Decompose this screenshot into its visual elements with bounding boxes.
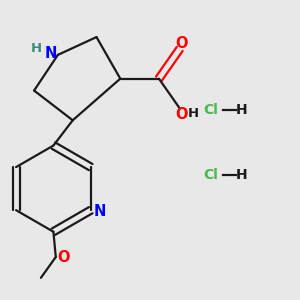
Text: Cl: Cl [203,103,218,117]
Text: H: H [236,168,248,182]
Text: Cl: Cl [203,168,218,182]
Text: O: O [57,250,70,265]
Text: N: N [94,204,106,219]
Text: H: H [31,42,42,56]
Text: O: O [175,107,188,122]
Text: O: O [175,36,188,51]
Text: N: N [44,46,57,61]
Text: H: H [188,106,199,120]
Text: H: H [236,103,248,117]
